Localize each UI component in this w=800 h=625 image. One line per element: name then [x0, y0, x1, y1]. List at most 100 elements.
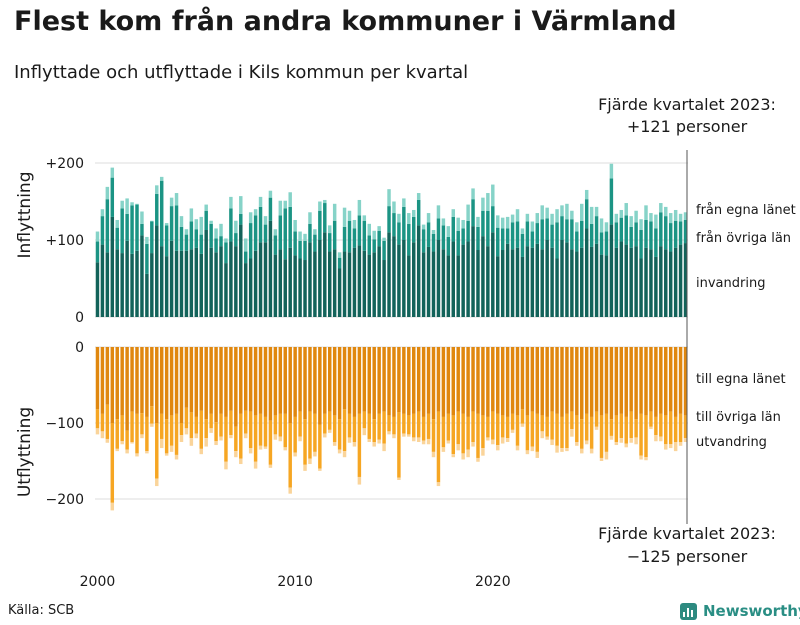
bar-segment: [664, 347, 668, 416]
bar-segment: [288, 206, 292, 248]
bar-segment: [105, 347, 110, 405]
bar-segment: [481, 415, 485, 449]
bar-segment: [560, 416, 564, 449]
bar-segment: [115, 347, 119, 420]
bar-segment: [347, 252, 352, 317]
bar-segment: [545, 436, 549, 440]
bar-segment: [323, 413, 327, 434]
bar-segment: [155, 478, 159, 487]
bar-segment: [318, 468, 322, 471]
bar-segment: [100, 413, 105, 432]
bar-segment: [100, 216, 105, 245]
bar-segment: [332, 442, 337, 446]
bar-segment: [179, 250, 184, 317]
bar-segment: [649, 411, 653, 427]
bar-segment: [298, 231, 302, 241]
bar-segment: [416, 347, 421, 412]
bar-segment: [466, 220, 470, 242]
y-tick-label: −200: [46, 492, 84, 508]
bar-segment: [392, 236, 396, 317]
bar-segment: [135, 453, 139, 457]
bar-segment: [673, 416, 678, 442]
bar-segment: [659, 413, 663, 437]
bar-segment: [639, 219, 643, 230]
bar-segment: [184, 407, 189, 429]
y-tick-label: 0: [75, 340, 84, 356]
y-axis-label: Utflyttning: [15, 407, 35, 497]
bar-segment: [125, 449, 129, 454]
bar-segment: [140, 211, 144, 224]
bar-segment: [382, 237, 386, 241]
bar-segment: [189, 249, 194, 317]
bar-segment: [649, 347, 653, 412]
bar-segment: [140, 347, 144, 414]
bar-segment: [461, 347, 465, 414]
bar-segment: [594, 347, 599, 412]
bar-segment: [471, 411, 475, 442]
bar-segment: [678, 213, 683, 222]
bar-segment: [214, 252, 218, 317]
bar-segment: [683, 212, 688, 220]
bar-segment: [328, 347, 332, 412]
bar-segment: [357, 215, 362, 246]
bar-segment: [500, 437, 505, 444]
bar-segment: [125, 213, 129, 241]
bar-segment: [283, 259, 287, 317]
bar-segment: [624, 244, 628, 317]
bar-segment: [189, 412, 194, 439]
bar-segment: [239, 196, 243, 214]
bar-segment: [515, 347, 520, 416]
bar-segment: [515, 415, 520, 446]
bar-segment: [95, 428, 100, 435]
bar-segment: [673, 209, 678, 221]
bar-segment: [115, 219, 119, 228]
bar-segment: [357, 347, 362, 414]
bar-segment: [352, 219, 357, 229]
bar-segment: [678, 413, 683, 442]
bar-segment: [431, 451, 436, 458]
bar-segment: [229, 410, 233, 436]
bar-segment: [105, 186, 110, 200]
bar-segment: [397, 412, 401, 478]
bar-segment: [456, 347, 460, 412]
bar-segment: [412, 209, 416, 217]
bar-segment: [634, 222, 638, 247]
bar-segment: [318, 210, 322, 240]
bar-segment: [505, 228, 510, 244]
bar-segment: [515, 445, 520, 451]
bar-segment: [293, 347, 297, 417]
bar-segment: [214, 238, 218, 253]
bar-segment: [639, 229, 643, 259]
bar-segment: [451, 454, 455, 458]
bar-segment: [283, 208, 287, 260]
bar-segment: [95, 409, 100, 429]
bar-segment: [555, 413, 559, 446]
bar-segment: [229, 208, 233, 242]
bar-segment: [397, 477, 401, 480]
bar-segment: [283, 347, 287, 414]
bar-segment: [159, 413, 164, 439]
bar-segment: [431, 233, 436, 252]
bar-segment: [189, 347, 194, 413]
bar-segment: [328, 225, 332, 234]
bar-segment: [530, 221, 535, 232]
bar-segment: [174, 454, 179, 460]
bar-segment: [644, 457, 648, 461]
bar-segment: [239, 458, 243, 465]
bar-segment: [95, 347, 100, 410]
newsworthy-logo-text: Newsworthy: [703, 602, 800, 620]
bar-segment: [199, 216, 203, 235]
bar-segment: [441, 225, 446, 250]
bar-segment: [505, 416, 510, 439]
bar-segment: [209, 223, 213, 248]
bar-segment: [481, 210, 485, 237]
bar-segment: [481, 448, 485, 456]
bar-segment: [540, 347, 544, 416]
bar-segment: [486, 416, 490, 438]
bar-segment: [466, 347, 470, 417]
bar-segment: [525, 347, 530, 416]
bar-segment: [500, 415, 505, 438]
bar-segment: [525, 213, 530, 222]
bar-segment: [407, 434, 411, 437]
bar-segment: [397, 222, 401, 245]
